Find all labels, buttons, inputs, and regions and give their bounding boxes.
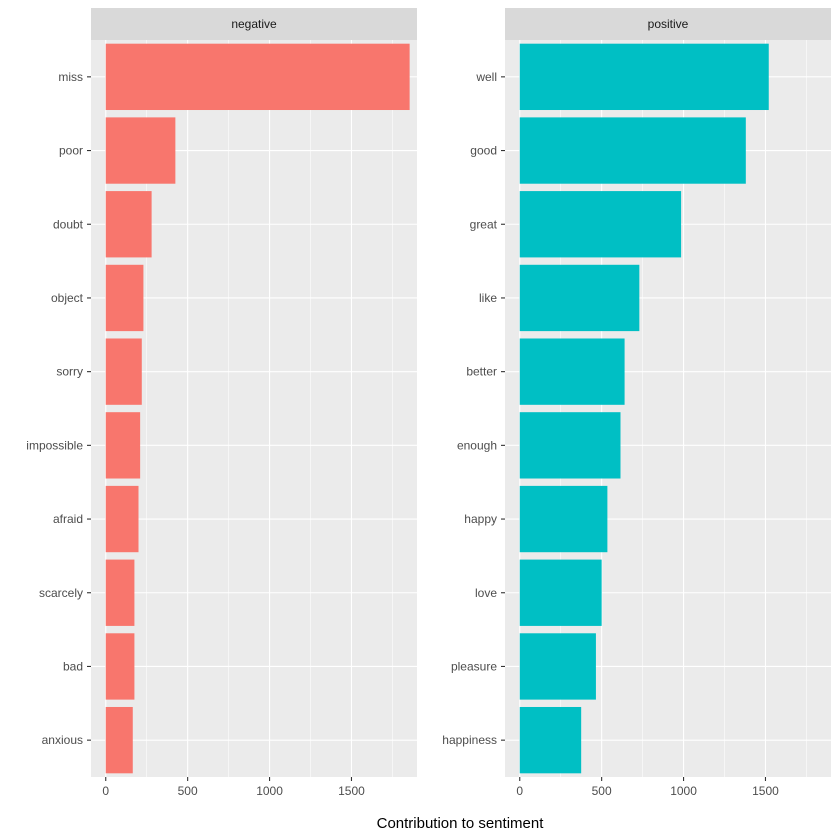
y-tick-label: sorry bbox=[56, 365, 83, 379]
y-tick-label: good bbox=[470, 144, 497, 158]
bar-love bbox=[519, 559, 602, 626]
bar-afraid bbox=[105, 485, 139, 553]
bar-enough bbox=[519, 412, 621, 479]
bar-great bbox=[519, 191, 682, 258]
y-tick-label: poor bbox=[59, 144, 83, 158]
y-tick-label: better bbox=[466, 365, 497, 379]
y-tick-label: miss bbox=[58, 70, 83, 84]
bar-well bbox=[519, 43, 769, 111]
y-tick-label: afraid bbox=[53, 512, 83, 526]
strip-label-negative: negative bbox=[231, 17, 277, 31]
x-tick-label: 0 bbox=[102, 784, 109, 798]
panel-positive: positive well good great like better enough hap… bbox=[442, 8, 831, 798]
strip-negative bbox=[91, 8, 417, 40]
bar-bad bbox=[105, 633, 135, 700]
y-tick-label: love bbox=[475, 586, 497, 600]
bar-happy bbox=[519, 485, 608, 553]
x-tick-label: 1000 bbox=[670, 784, 697, 798]
bar-better bbox=[519, 338, 625, 405]
y-tick-label: happy bbox=[464, 512, 497, 526]
bar-happiness bbox=[519, 706, 582, 774]
strip-label-positive: positive bbox=[648, 17, 689, 31]
x-tick-label: 0 bbox=[516, 784, 523, 798]
bar-object bbox=[105, 264, 144, 332]
bar-good bbox=[519, 117, 746, 184]
bar-anxious bbox=[105, 706, 133, 774]
y-tick-label: pleasure bbox=[451, 659, 497, 673]
bar-sorry bbox=[105, 338, 142, 405]
strip-positive bbox=[505, 8, 831, 40]
x-tick-label: 500 bbox=[178, 784, 198, 798]
y-tick-label: enough bbox=[457, 438, 497, 452]
x-tick-label: 1500 bbox=[338, 784, 365, 798]
y-tick-label: great bbox=[470, 217, 498, 231]
y-tick-label: well bbox=[475, 70, 497, 84]
bar-impossible bbox=[105, 412, 141, 479]
y-tick-label: scarcely bbox=[39, 586, 83, 600]
x-tick-label: 1000 bbox=[256, 784, 283, 798]
y-tick-label: happiness bbox=[442, 733, 497, 747]
y-tick-label: object bbox=[51, 291, 84, 305]
y-tick-label: impossible bbox=[26, 438, 83, 452]
bar-miss bbox=[105, 43, 410, 111]
y-tick-label: doubt bbox=[53, 217, 84, 231]
bar-doubt bbox=[105, 191, 152, 258]
panel-negative: negative miss poor doubt object sorry impossib… bbox=[26, 8, 417, 798]
bar-pleasure bbox=[519, 633, 596, 700]
x-tick-label: 1500 bbox=[752, 784, 779, 798]
y-tick-label: anxious bbox=[42, 733, 83, 747]
y-tick-label: like bbox=[479, 291, 497, 305]
x-tick-label: 500 bbox=[592, 784, 612, 798]
bar-like bbox=[519, 264, 640, 332]
bar-scarcely bbox=[105, 559, 135, 626]
y-tick-label: bad bbox=[63, 659, 83, 673]
bar-poor bbox=[105, 117, 176, 184]
x-axis-title: Contribution to sentiment bbox=[377, 815, 545, 832]
